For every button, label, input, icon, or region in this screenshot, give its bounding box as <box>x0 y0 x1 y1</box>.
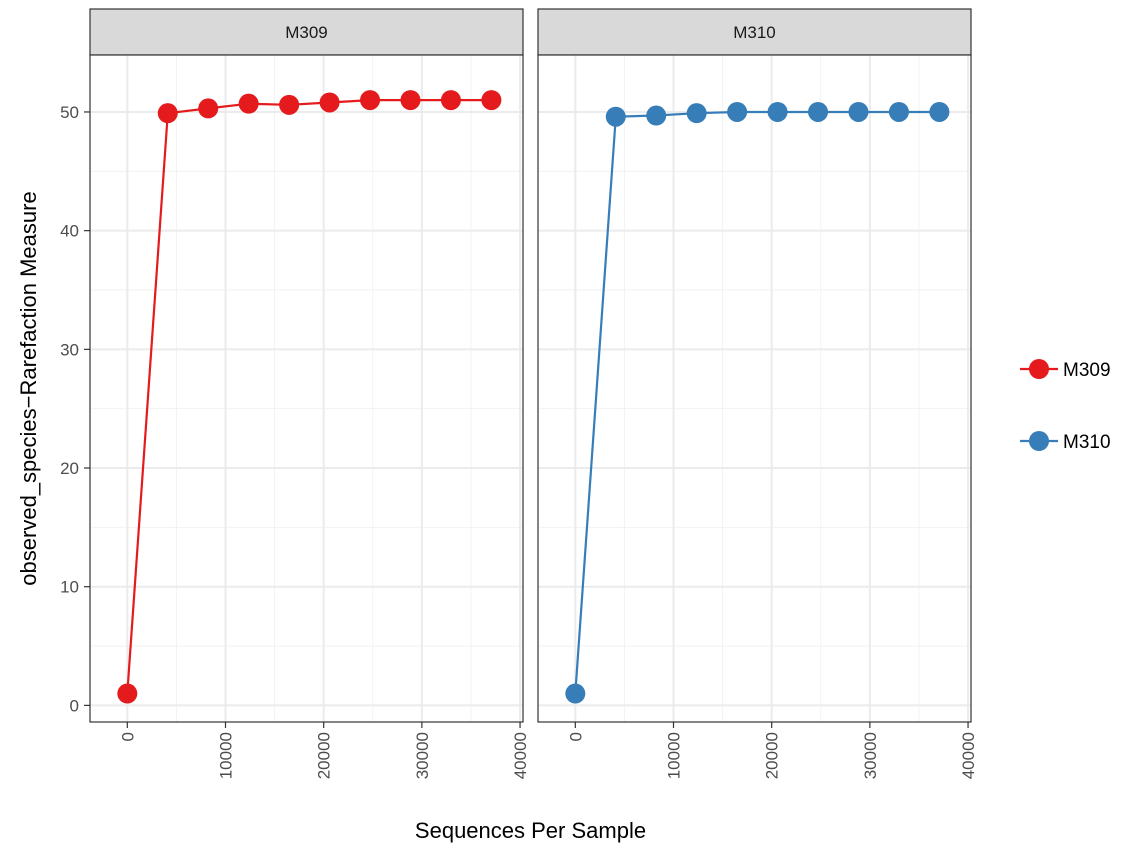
minor-gridlines <box>538 55 971 722</box>
y-axis: 0 10 20 30 40 50 <box>60 103 90 715</box>
x-axis: 0 10000 20000 30000 40000 <box>566 722 978 779</box>
data-point <box>848 101 869 122</box>
facet-strip <box>89 8 524 56</box>
data-point <box>808 101 829 122</box>
minor-gridlines <box>90 55 523 722</box>
legend: M309 M310 <box>1020 359 1111 453</box>
data-point <box>319 92 340 113</box>
data-point <box>605 106 626 127</box>
data-point <box>686 103 707 124</box>
y-axis-title: observed_species−Rarefaction Measure <box>16 191 41 585</box>
data-point <box>767 101 788 122</box>
data-point <box>565 683 586 704</box>
x-tick-label: 0 <box>118 732 137 741</box>
facet-strip <box>537 8 972 56</box>
y-tick-label: 0 <box>70 696 79 715</box>
series-points-m310 <box>565 101 950 704</box>
legend-item-m310: M310 <box>1020 431 1111 453</box>
data-point <box>238 93 259 114</box>
data-point <box>157 103 178 124</box>
x-tick-label: 0 <box>566 732 585 741</box>
data-point <box>360 90 381 111</box>
data-point <box>929 101 950 122</box>
x-tick-label: 10000 <box>664 732 683 779</box>
y-tick-label: 40 <box>60 222 79 241</box>
facet-panel-m309: M309 0 10000 20000 30000 40000 0 10 20 30 40 50 <box>60 8 530 779</box>
x-tick-label: 30000 <box>861 732 880 779</box>
data-point <box>440 90 461 111</box>
panel-border <box>537 54 972 723</box>
y-tick-label: 20 <box>60 459 79 478</box>
legend-label: M310 <box>1063 432 1111 453</box>
x-tick-label: 30000 <box>413 732 432 779</box>
panel-background <box>90 55 523 722</box>
data-point <box>400 90 421 111</box>
x-tick-label: 10000 <box>216 732 235 779</box>
x-tick-label: 20000 <box>315 732 334 779</box>
legend-label: M309 <box>1063 360 1111 381</box>
facet-strip-label: M310 <box>733 23 776 42</box>
data-point <box>646 105 667 126</box>
legend-item-m309: M309 <box>1020 359 1111 381</box>
series-line-m309 <box>126 98 492 694</box>
x-axis-title: Sequences Per Sample <box>415 818 646 843</box>
panel-border <box>89 54 524 723</box>
y-tick-label: 10 <box>60 578 79 597</box>
legend-key-point <box>1029 359 1049 379</box>
data-point <box>888 101 909 122</box>
major-gridlines <box>90 55 523 722</box>
data-point <box>279 94 300 115</box>
series-line-m310 <box>574 110 940 694</box>
panel-background <box>538 55 971 722</box>
facet-strip-label: M309 <box>285 23 328 42</box>
x-tick-label: 40000 <box>959 732 978 779</box>
x-tick-label: 20000 <box>763 732 782 779</box>
data-point <box>117 683 138 704</box>
data-point <box>481 90 502 111</box>
y-tick-label: 50 <box>60 103 79 122</box>
y-tick-label: 30 <box>60 340 79 359</box>
x-tick-label: 40000 <box>511 732 530 779</box>
facet-panel-m310: M310 0 10000 20000 30000 40000 <box>537 8 978 779</box>
data-point <box>727 101 748 122</box>
legend-key-point <box>1029 431 1049 451</box>
x-axis: 0 10000 20000 30000 40000 <box>118 722 530 779</box>
data-point <box>198 98 219 119</box>
series-points-m309 <box>117 90 502 704</box>
